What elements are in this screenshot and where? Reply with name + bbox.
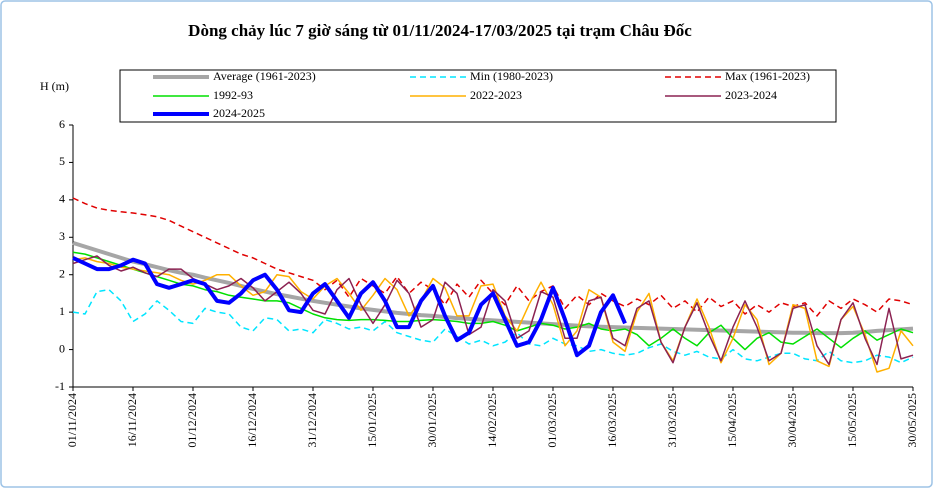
y-tick-label: -1 (55, 379, 65, 393)
legend-label: 2022-2023 (470, 88, 522, 102)
series-line (72, 255, 914, 366)
x-tick-label: 30/05/2025 (905, 393, 919, 448)
series-line (72, 251, 914, 351)
series-line (72, 240, 914, 336)
x-tick-label: 15/05/2025 (845, 393, 859, 448)
y-tick-label: 3 (59, 229, 65, 243)
chart-title: Dòng chảy lúc 7 giờ sáng từ 01/11/2024-1… (188, 21, 692, 40)
legend-label: 2024-2025 (213, 106, 265, 120)
x-tick-label: 30/04/2025 (785, 393, 799, 448)
x-tick-label: 01/12/2024 (185, 393, 199, 448)
x-tick-label: 01/03/2025 (545, 393, 559, 448)
legend-label: 2023-2024 (725, 88, 777, 102)
x-tick-label: 30/01/2025 (425, 393, 439, 448)
y-axis-label: H (m) (40, 79, 69, 93)
x-tick-label: 16/11/2024 (125, 393, 139, 447)
series-line (72, 288, 914, 364)
series-line (72, 256, 627, 358)
x-tick-label: 31/12/2024 (305, 393, 319, 448)
y-tick-label: 1 (59, 304, 65, 318)
x-tick-label: 15/04/2025 (725, 393, 739, 448)
x-tick-label: 01/11/2024 (65, 393, 79, 447)
legend-label: Min (1980-2023) (470, 69, 553, 83)
y-tick-label: 6 (59, 117, 65, 131)
x-tick-label: 31/03/2025 (665, 393, 679, 448)
y-tick-label: 0 (59, 341, 65, 355)
x-tick-label: 16/12/2024 (245, 393, 259, 448)
x-tick-label: 14/02/2025 (485, 393, 499, 448)
series-line (72, 257, 914, 373)
legend-label: Average (1961-2023) (213, 69, 316, 83)
y-tick-label: 2 (59, 266, 65, 280)
x-tick-label: 16/03/2025 (605, 393, 619, 448)
legend-label: 1992-93 (213, 88, 253, 102)
y-tick-label: 5 (59, 154, 65, 168)
x-tick-label: 15/01/2025 (365, 393, 379, 448)
legend-label: Max (1961-2023) (725, 69, 810, 83)
y-tick-label: 4 (59, 192, 65, 206)
